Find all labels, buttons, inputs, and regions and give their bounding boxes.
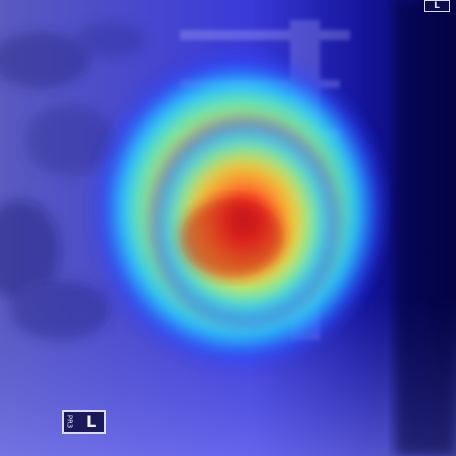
orientation-marker-top: L (424, 0, 450, 12)
orientation-letter-top: L (434, 0, 440, 11)
orientation-marker-bottom: PR3 L (62, 410, 106, 434)
activation-heatmap (90, 50, 390, 370)
orientation-letter-bottom: L (86, 412, 97, 431)
marker-rotated-text: PR3 (65, 414, 74, 429)
right-edge-shadow (395, 0, 456, 456)
anatomy-shadows (0, 22, 145, 340)
